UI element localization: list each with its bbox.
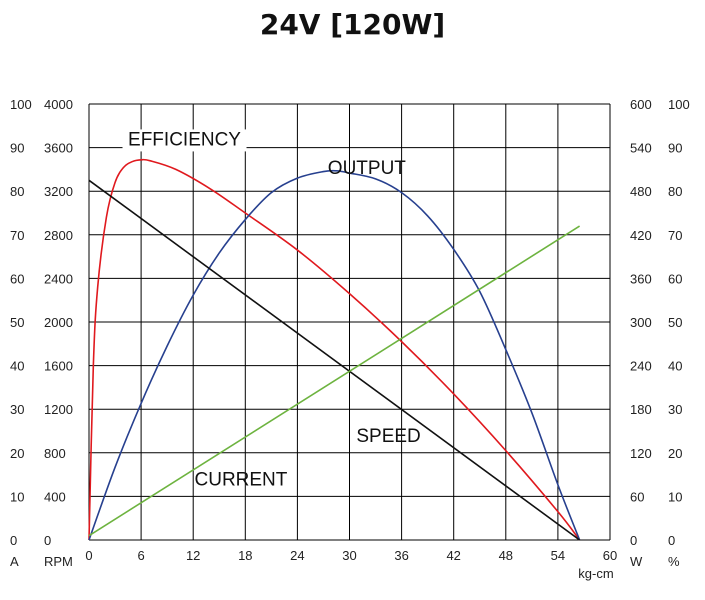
series-line-efficiency: [88, 158, 581, 541]
left-axis-tick-label: 1600: [44, 359, 73, 374]
left-axis-tick-label: 40: [10, 359, 24, 374]
right-axis-tick-label: 70: [668, 228, 682, 243]
right-axis-tick-label: 120: [630, 446, 652, 461]
series-line-speed: [88, 179, 581, 541]
left-axis-tick-label: 2000: [44, 315, 73, 330]
x-tick-label: 42: [446, 548, 460, 563]
right-axis-tick-label: 480: [630, 184, 652, 199]
left-axis-tick-label: 3600: [44, 141, 73, 156]
grid-layer: [88, 103, 611, 541]
left-axis-unit: A: [10, 554, 19, 569]
series-label-efficiency: EFFICIENCY: [128, 129, 241, 150]
series-label-current: CURRENT: [195, 470, 288, 491]
left-axis-tick-label: 800: [44, 446, 66, 461]
left-axis-tick-label: 0: [44, 533, 51, 548]
left-axis-tick-label: 4000: [44, 97, 73, 112]
series-label-speed: SPEED: [356, 426, 420, 447]
right-axis-tick-label: 180: [630, 402, 652, 417]
left-axis-tick-label: 100: [10, 97, 32, 112]
left-axis-tick-label: 2800: [44, 228, 73, 243]
right-axis-tick-label: 240: [630, 359, 652, 374]
right-axis-tick-label: 0: [668, 533, 675, 548]
left-axis-tick-label: 10: [10, 489, 24, 504]
x-tick-label: 36: [394, 548, 408, 563]
right-axis-tick-label: 360: [630, 271, 652, 286]
right-axis-unit: %: [668, 554, 680, 569]
axis-layer: 0 6 12 18 24 30 36 42 48 54 60 kg-cm 0 10 20 30 40 50 60 70…: [10, 97, 690, 581]
x-tick-label: 6: [137, 548, 144, 563]
right-axis-tick-label: 50: [668, 315, 682, 330]
left-axis-tick-label: 50: [10, 315, 24, 330]
left-axis-tick-label: 0: [10, 533, 17, 548]
left-axis-tick-label: 20: [10, 446, 24, 461]
left-axis-tick-label: 70: [10, 228, 24, 243]
x-tick-label: 54: [551, 548, 565, 563]
right-axis-tick-label: 40: [668, 359, 682, 374]
left-axis-unit: RPM: [44, 554, 73, 569]
left-axis-tick-label: 90: [10, 141, 24, 156]
left-axis-tick-label: 30: [10, 402, 24, 417]
left-axis-tick-label: 60: [10, 271, 24, 286]
right-axis-tick-label: 20: [668, 446, 682, 461]
right-axis-tick-label: 0: [630, 533, 637, 548]
right-axis-tick-label: 60: [668, 271, 682, 286]
right-axis-tick-label: 90: [668, 141, 682, 156]
x-tick-label: 18: [238, 548, 252, 563]
right-axis-tick-label: 10: [668, 489, 682, 504]
x-tick-label: 24: [290, 548, 304, 563]
left-axis-tick-label: 2400: [44, 271, 73, 286]
x-tick-label: 30: [342, 548, 356, 563]
left-axis-tick-label: 3200: [44, 184, 73, 199]
left-axis-tick-label: 80: [10, 184, 24, 199]
series-layer: [88, 158, 581, 541]
right-axis-tick-label: 100: [668, 97, 690, 112]
x-tick-label: 12: [186, 548, 200, 563]
right-axis-tick-label: 30: [668, 402, 682, 417]
series-line-output: [88, 169, 581, 541]
left-axis-tick-label: 400: [44, 489, 66, 504]
x-axis-unit: kg-cm: [578, 566, 613, 581]
series-label-output: OUTPUT: [328, 158, 407, 179]
x-tick-label: 48: [499, 548, 513, 563]
right-axis-tick-label: 600: [630, 97, 652, 112]
series-label-background: [122, 129, 247, 152]
label-layer: EFFICIENCY OUTPUT SPEED CURRENT: [122, 129, 421, 491]
right-axis-tick-label: 60: [630, 489, 644, 504]
left-axis-tick-label: 1200: [44, 402, 73, 417]
series-line-current: [88, 225, 581, 537]
chart-title: 24V [120W]: [259, 8, 446, 41]
right-axis-tick-label: 420: [630, 228, 652, 243]
right-axis-tick-label: 80: [668, 184, 682, 199]
right-axis-unit: W: [630, 554, 643, 569]
x-tick-label: 0: [85, 548, 92, 563]
right-axis-tick-label: 300: [630, 315, 652, 330]
x-tick-label: 60: [603, 548, 617, 563]
right-axis-tick-label: 540: [630, 141, 652, 156]
